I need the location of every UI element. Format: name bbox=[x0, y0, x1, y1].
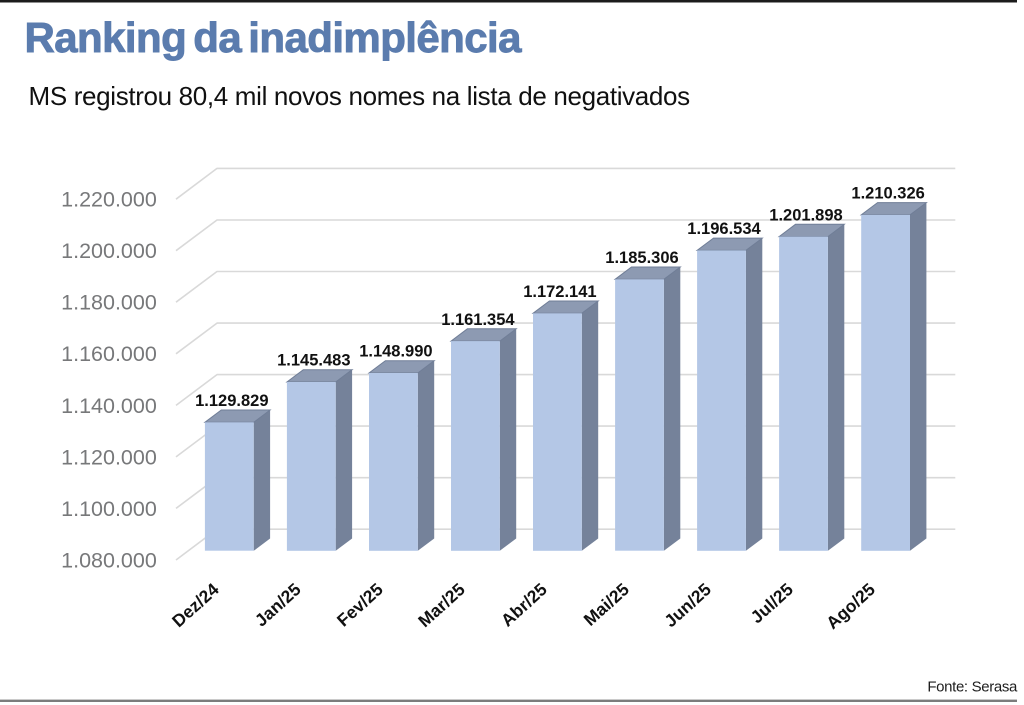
svg-text:1.201.898: 1.201.898 bbox=[769, 206, 842, 224]
svg-text:1.145.483: 1.145.483 bbox=[277, 352, 350, 370]
svg-text:1.160.000: 1.160.000 bbox=[61, 342, 157, 366]
svg-text:Ranking da inadimplência: Ranking da inadimplência bbox=[25, 14, 523, 61]
svg-text:Jun/25: Jun/25 bbox=[660, 579, 715, 631]
svg-text:1.200.000: 1.200.000 bbox=[61, 239, 157, 263]
svg-text:1.120.000: 1.120.000 bbox=[61, 445, 157, 469]
svg-text:1.129.829: 1.129.829 bbox=[195, 392, 268, 410]
svg-text:Jan/25: Jan/25 bbox=[251, 579, 305, 630]
svg-text:1.210.326: 1.210.326 bbox=[851, 185, 924, 203]
svg-text:1.100.000: 1.100.000 bbox=[61, 497, 157, 521]
svg-text:1.172.141: 1.172.141 bbox=[523, 283, 596, 301]
svg-text:Jul/25: Jul/25 bbox=[747, 579, 797, 627]
svg-text:1.185.306: 1.185.306 bbox=[605, 249, 678, 267]
svg-text:1.220.000: 1.220.000 bbox=[61, 188, 157, 212]
svg-text:Dez/24: Dez/24 bbox=[168, 579, 223, 631]
svg-text:Mai/25: Mai/25 bbox=[580, 579, 633, 630]
svg-text:1.161.354: 1.161.354 bbox=[441, 311, 515, 329]
svg-text:1.140.000: 1.140.000 bbox=[61, 394, 157, 418]
svg-text:1.196.534: 1.196.534 bbox=[687, 220, 761, 238]
svg-text:Ago/25: Ago/25 bbox=[822, 579, 879, 633]
svg-text:Abr/25: Abr/25 bbox=[497, 579, 551, 630]
svg-text:MS registrou 80,4 mil novos no: MS registrou 80,4 mil novos nomes na lis… bbox=[29, 81, 691, 111]
svg-text:Mar/25: Mar/25 bbox=[414, 579, 469, 631]
svg-text:Fev/25: Fev/25 bbox=[333, 579, 387, 630]
svg-text:1.148.990: 1.148.990 bbox=[359, 343, 432, 361]
svg-text:1.080.000: 1.080.000 bbox=[61, 548, 157, 572]
svg-text:Fonte: Serasa: Fonte: Serasa bbox=[927, 679, 1018, 696]
svg-text:1.180.000: 1.180.000 bbox=[61, 291, 157, 315]
